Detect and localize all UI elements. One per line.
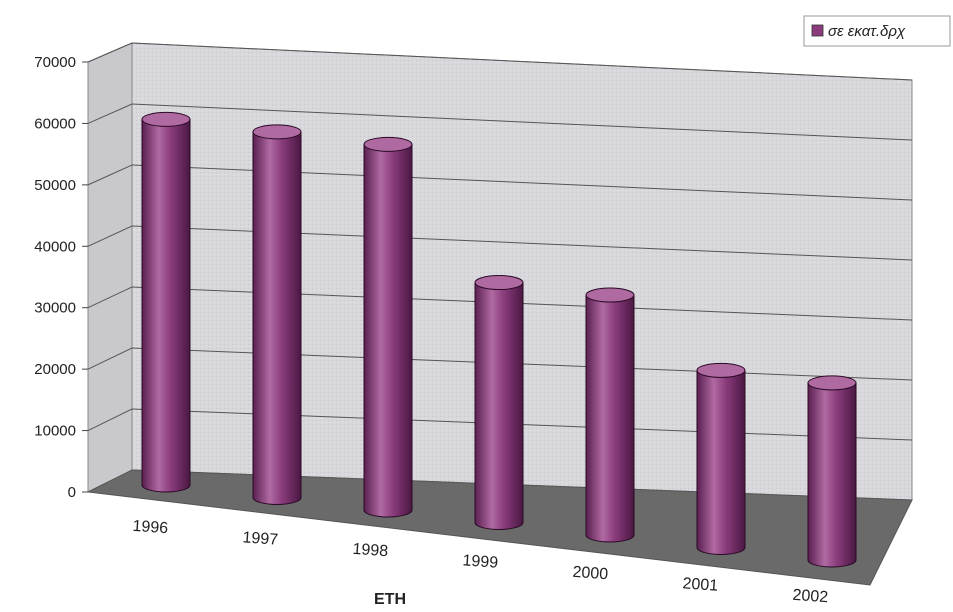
gridline: [87, 42, 913, 81]
gridline: [87, 286, 913, 321]
gridlines: [87, 42, 913, 441]
bar-1997: [252, 124, 302, 505]
x-tick-label: 2000: [572, 564, 609, 583]
gridline: [87, 164, 913, 201]
bar-top: [141, 111, 191, 127]
bar-2000: [585, 287, 635, 543]
bar-body: [807, 382, 857, 568]
bar-top: [474, 275, 524, 291]
y-tick-label: 60000: [34, 115, 76, 132]
bar-1996: [141, 111, 191, 493]
y-axis-ticks: 0 10000 20000 30000 40000 50000 60000 70000: [34, 54, 88, 501]
bar-top: [807, 375, 857, 391]
bar-2002: [807, 375, 857, 568]
bar-1999: [474, 275, 524, 530]
legend: σε εκατ.δρχ: [803, 15, 951, 47]
bar-body: [696, 369, 746, 555]
gridline: [87, 347, 913, 381]
gridline: [87, 103, 913, 141]
bar-2001: [696, 362, 746, 555]
y-tick-label: 40000: [34, 238, 76, 255]
bars: [141, 111, 857, 568]
bar-top: [696, 362, 746, 378]
bar-body: [474, 282, 524, 530]
bar-body: [252, 131, 302, 505]
y-tick-label: 0: [68, 484, 76, 501]
x-tick-label: 1999: [462, 552, 499, 571]
legend-label: σε εκατ.δρχ: [828, 23, 906, 40]
gridline: [87, 225, 913, 261]
x-axis-title: ΕΤΗ: [374, 591, 406, 608]
legend-swatch: [811, 24, 824, 37]
bar-body: [585, 294, 635, 543]
x-tick-label: 1998: [352, 541, 389, 560]
bar-body: [141, 118, 191, 493]
y-tick-label: 50000: [34, 177, 76, 194]
x-tick-label: 1997: [242, 529, 279, 548]
bar-top: [363, 136, 413, 152]
bar-1998: [363, 136, 413, 518]
y-tick-label: 20000: [34, 361, 76, 378]
bar-top: [252, 124, 302, 140]
gridline: [87, 408, 913, 441]
x-tick-label: 1996: [132, 518, 169, 537]
legend-box: [803, 15, 951, 47]
y-tick-label: 30000: [34, 300, 76, 317]
side-wall: [87, 42, 133, 493]
bar-top: [585, 287, 635, 303]
y-tick-label: 70000: [34, 54, 76, 71]
bar-body: [363, 143, 413, 518]
x-tick-label: 2001: [682, 575, 719, 594]
x-axis-categories: 1996 1997 1998 1999 2000 2001 2002: [132, 518, 829, 606]
y-tick-label: 10000: [34, 423, 76, 440]
x-tick-label: 2002: [792, 587, 829, 606]
